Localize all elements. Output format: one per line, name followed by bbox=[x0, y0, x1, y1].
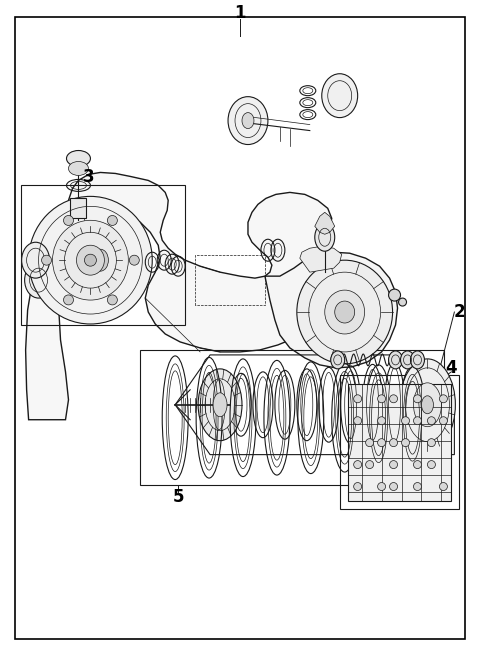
Ellipse shape bbox=[76, 245, 104, 275]
Ellipse shape bbox=[413, 482, 421, 491]
Ellipse shape bbox=[354, 395, 361, 403]
Ellipse shape bbox=[354, 417, 361, 424]
Ellipse shape bbox=[428, 461, 435, 469]
Ellipse shape bbox=[129, 255, 139, 265]
Ellipse shape bbox=[399, 359, 456, 450]
Ellipse shape bbox=[242, 112, 254, 129]
Ellipse shape bbox=[413, 417, 421, 424]
Ellipse shape bbox=[354, 461, 361, 469]
Text: 1: 1 bbox=[234, 4, 246, 22]
Ellipse shape bbox=[335, 301, 355, 323]
Ellipse shape bbox=[354, 482, 361, 491]
Bar bbox=[71, 198, 86, 218]
Bar bbox=[348, 384, 451, 502]
Ellipse shape bbox=[439, 417, 447, 424]
Ellipse shape bbox=[439, 395, 447, 403]
Polygon shape bbox=[315, 213, 335, 234]
Ellipse shape bbox=[67, 151, 90, 166]
Ellipse shape bbox=[390, 482, 397, 491]
Ellipse shape bbox=[42, 255, 51, 265]
Ellipse shape bbox=[108, 295, 117, 305]
Ellipse shape bbox=[108, 216, 117, 226]
Ellipse shape bbox=[22, 242, 49, 278]
Ellipse shape bbox=[390, 461, 397, 469]
Ellipse shape bbox=[398, 298, 407, 306]
Ellipse shape bbox=[366, 461, 373, 469]
Ellipse shape bbox=[213, 393, 227, 417]
Ellipse shape bbox=[402, 417, 409, 424]
Polygon shape bbox=[265, 252, 397, 368]
Ellipse shape bbox=[63, 216, 73, 226]
Ellipse shape bbox=[83, 235, 119, 285]
Ellipse shape bbox=[439, 482, 447, 491]
Ellipse shape bbox=[390, 395, 397, 403]
Ellipse shape bbox=[413, 383, 442, 426]
Text: 4: 4 bbox=[445, 359, 457, 377]
Ellipse shape bbox=[421, 396, 433, 414]
Ellipse shape bbox=[84, 254, 96, 266]
Ellipse shape bbox=[413, 461, 421, 469]
Ellipse shape bbox=[198, 369, 242, 441]
Ellipse shape bbox=[52, 220, 128, 300]
Polygon shape bbox=[300, 246, 342, 272]
Ellipse shape bbox=[400, 351, 415, 369]
Polygon shape bbox=[25, 172, 332, 420]
Ellipse shape bbox=[428, 417, 435, 424]
Ellipse shape bbox=[378, 439, 385, 447]
Ellipse shape bbox=[366, 439, 373, 447]
Ellipse shape bbox=[63, 295, 73, 305]
Ellipse shape bbox=[69, 161, 88, 176]
Ellipse shape bbox=[228, 97, 268, 144]
Ellipse shape bbox=[93, 249, 108, 271]
Ellipse shape bbox=[315, 224, 335, 251]
Ellipse shape bbox=[24, 262, 52, 298]
Ellipse shape bbox=[72, 222, 128, 298]
Ellipse shape bbox=[410, 351, 424, 369]
Ellipse shape bbox=[389, 351, 403, 369]
Ellipse shape bbox=[413, 395, 421, 403]
Ellipse shape bbox=[428, 439, 435, 447]
Ellipse shape bbox=[325, 290, 365, 334]
Text: 3: 3 bbox=[83, 168, 94, 187]
Ellipse shape bbox=[322, 73, 358, 118]
Ellipse shape bbox=[29, 196, 152, 324]
Ellipse shape bbox=[378, 395, 385, 403]
Text: 2: 2 bbox=[454, 303, 465, 321]
Ellipse shape bbox=[331, 351, 345, 369]
Ellipse shape bbox=[378, 417, 385, 424]
Ellipse shape bbox=[402, 439, 409, 447]
Ellipse shape bbox=[378, 482, 385, 491]
Ellipse shape bbox=[390, 439, 397, 447]
Text: 5: 5 bbox=[172, 489, 184, 506]
Ellipse shape bbox=[297, 260, 393, 364]
Ellipse shape bbox=[389, 289, 400, 301]
